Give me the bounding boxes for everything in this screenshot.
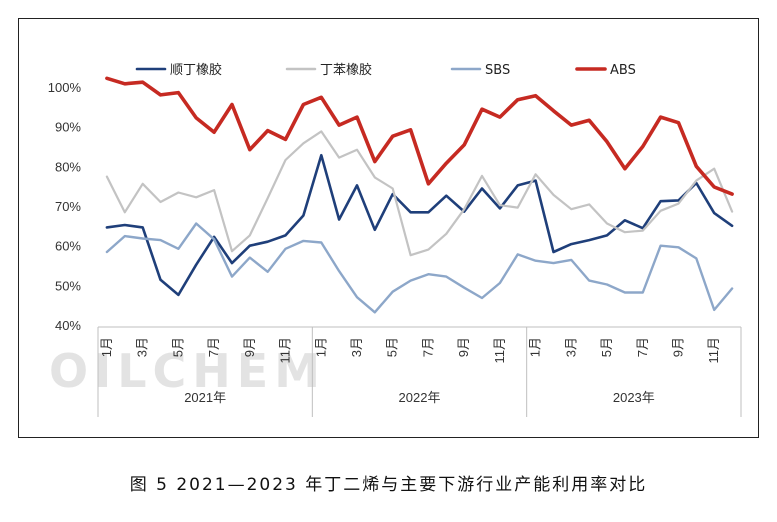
- year-label: 2022年: [399, 390, 441, 405]
- legend-label: 丁苯橡胶: [320, 62, 372, 78]
- y-tick-label: 90%: [55, 120, 81, 135]
- x-tick-label: 11月: [492, 337, 507, 364]
- y-tick-label: 60%: [55, 239, 81, 254]
- chart-frame: OILCHEM 40% 50% 60% 70% 80% 90% 100% 1月 3月 5月 7月 9月 1…: [18, 18, 759, 438]
- series-line-0: [105, 153, 734, 297]
- y-tick-label: 100%: [48, 80, 82, 95]
- watermark: OILCHEM: [49, 344, 326, 398]
- x-tick-label: 1月: [528, 337, 543, 357]
- x-tick-label: 9月: [670, 337, 685, 357]
- x-tick-label: 1月: [313, 337, 328, 357]
- y-tick-label: 70%: [55, 199, 81, 214]
- y-tick-label: 80%: [55, 159, 81, 174]
- x-tick-label: 5月: [599, 337, 614, 357]
- x-tick-label: 3月: [135, 337, 150, 357]
- year-label: 2021年: [184, 390, 226, 405]
- legend-label: 顺丁橡胶: [170, 62, 222, 78]
- x-tick-label: 7月: [206, 337, 221, 357]
- year-label: 2023年: [613, 390, 655, 405]
- legend-label: ABS: [610, 63, 636, 78]
- y-tick-label: 40%: [55, 318, 81, 333]
- line-chart: OILCHEM 40% 50% 60% 70% 80% 90% 100% 1月 3月 5月 7月 9月 1…: [48, 62, 742, 417]
- legend-label: SBS: [485, 63, 510, 78]
- series-line-3: [105, 76, 734, 196]
- y-tick-label: 50%: [55, 278, 81, 293]
- series-line-2: [105, 222, 734, 314]
- x-tick-label: 3月: [349, 337, 364, 357]
- x-tick-label: 5月: [170, 337, 185, 357]
- x-tick-label: 7月: [635, 337, 650, 357]
- x-tick-label: 11月: [278, 337, 293, 364]
- series-line-1: [105, 130, 734, 257]
- x-tick-label: 9月: [456, 337, 471, 357]
- x-tick-label: 7月: [420, 337, 435, 357]
- x-tick-label: 11月: [706, 337, 721, 364]
- x-tick-label: 1月: [99, 337, 114, 357]
- x-tick-label: 9月: [242, 337, 257, 357]
- x-tick-label: 5月: [385, 337, 400, 357]
- x-tick-label: 3月: [563, 337, 578, 357]
- figure-caption: 图 5 2021—2023 年丁二烯与主要下游行业产能利用率对比: [129, 475, 648, 495]
